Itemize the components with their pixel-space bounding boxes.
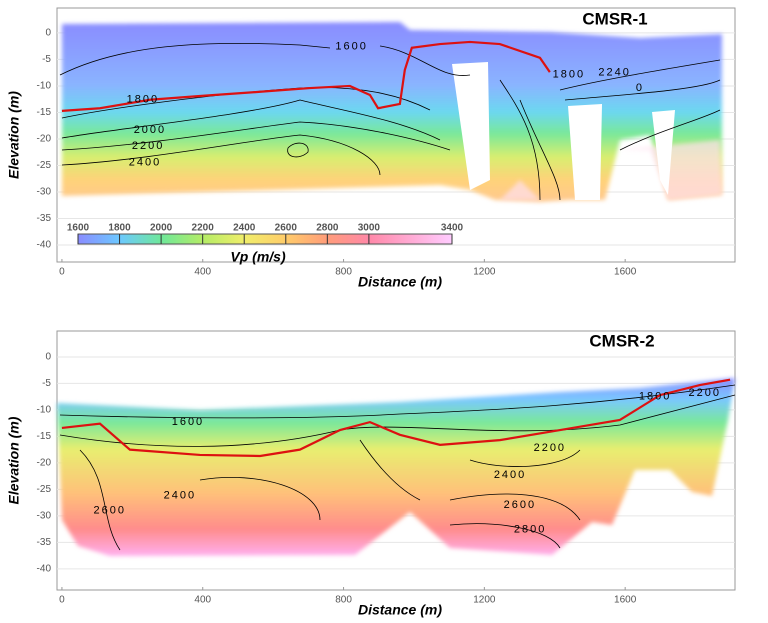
surface-line xyxy=(61,40,551,112)
y-tick-label: -15 xyxy=(37,107,52,118)
contour-label: 0 xyxy=(636,82,644,94)
y-tick-label: -30 xyxy=(37,510,52,521)
colorbar-tick-label: 2000 xyxy=(150,223,173,234)
contour-label: 2600 xyxy=(94,504,126,516)
contour-label: 2400 xyxy=(494,469,526,481)
overlay-layer: 0 -5 -10 -15 -20 -25 -30 -35 -40 0 400 800 1200 1600 1… xyxy=(6,9,731,618)
colorbar-tick-label: 1800 xyxy=(108,223,131,234)
colorbar-tick-label: 3000 xyxy=(358,223,381,234)
x-tick-label: 400 xyxy=(194,267,211,278)
contour-label: 2400 xyxy=(129,157,161,169)
velocity-field xyxy=(57,22,735,556)
colorbar-tick-label: 1600 xyxy=(67,223,90,234)
colorbar-tick-label: 2200 xyxy=(192,223,215,234)
y-tick-label: 0 xyxy=(45,352,51,363)
y-tick-label: -35 xyxy=(37,537,52,548)
y-tick-label: 0 xyxy=(45,28,51,39)
contour-label: 2000 xyxy=(134,124,166,136)
x-tick-label: 1200 xyxy=(473,595,496,606)
contour-label: 2600 xyxy=(504,499,536,511)
contour-label: 1800 xyxy=(639,391,671,403)
y-tick-label: -10 xyxy=(37,81,52,92)
contour-label: 2400 xyxy=(164,490,196,502)
y-tick-label: -10 xyxy=(37,405,52,416)
x-tick-label: 1600 xyxy=(614,267,637,278)
surface-line xyxy=(61,378,731,458)
contour-label: 2200 xyxy=(688,387,720,399)
colorbar-tick-label: 2800 xyxy=(316,223,339,234)
x-tick-label: 1600 xyxy=(614,595,637,606)
y-tick-label: -40 xyxy=(37,563,52,574)
colorbar-tick-label: 2600 xyxy=(275,223,298,234)
y-tick-label: -40 xyxy=(37,240,52,251)
x-tick-label: 1200 xyxy=(473,267,496,278)
y-tick-label: -5 xyxy=(42,54,51,65)
x-tick-label: 800 xyxy=(335,267,352,278)
contour-label: 2200 xyxy=(534,442,566,454)
colorbar-label: Vp (m/s) xyxy=(230,249,286,265)
contour-label: 2800 xyxy=(514,524,546,536)
chart-title: CMSR-1 xyxy=(582,9,647,28)
x-axis-label: Distance (m) xyxy=(358,274,442,290)
contour-label: 1600 xyxy=(172,416,204,428)
y-tick-label: -20 xyxy=(37,458,52,469)
y-axis-label: Elevation (m) xyxy=(6,91,22,179)
contour-label: 1800 xyxy=(553,69,585,81)
y-tick-label: -30 xyxy=(37,187,52,198)
y-tick-label: -25 xyxy=(37,160,52,171)
contour-label: 1800 xyxy=(127,94,159,106)
y-axis-label: Elevation (m) xyxy=(6,416,22,504)
contour-label: 1600 xyxy=(335,41,367,53)
y-tick-label: -20 xyxy=(37,134,52,145)
y-tick-label: -35 xyxy=(37,213,52,224)
y-tick-label: -15 xyxy=(37,431,52,442)
colorbar-tick-label: 3400 xyxy=(441,223,464,234)
x-tick-label: 0 xyxy=(59,595,65,606)
chart-title: CMSR-2 xyxy=(589,331,654,350)
contour-label: 2240 xyxy=(598,67,630,79)
x-tick-label: 800 xyxy=(335,595,352,606)
y-tick-label: -5 xyxy=(42,378,51,389)
colorbar-tick-label: 2400 xyxy=(233,223,256,234)
x-axis-label: Distance (m) xyxy=(358,602,442,618)
contour-label: 2200 xyxy=(132,140,164,152)
x-tick-label: 0 xyxy=(59,267,65,278)
x-tick-label: 400 xyxy=(194,595,211,606)
colorbar xyxy=(77,233,453,245)
y-tick-label: -25 xyxy=(37,484,52,495)
